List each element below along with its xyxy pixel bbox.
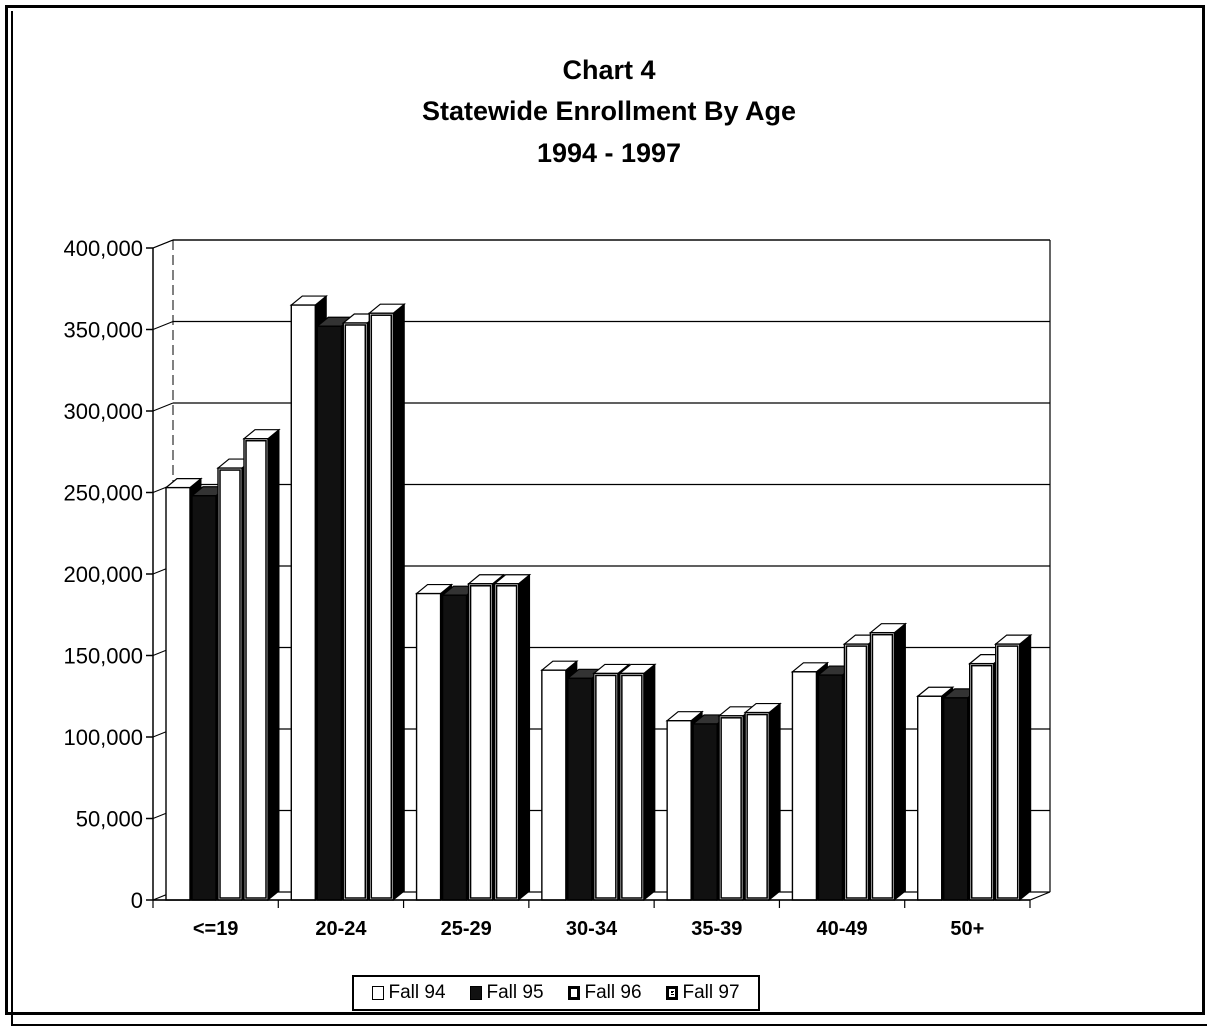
legend-label-fall-94: Fall 94 [388, 982, 446, 1003]
bar [567, 677, 593, 901]
chart-legend: Fall 94 Fall 95 Fall 96 Fall 97 [352, 975, 760, 1011]
legend-swatch-fall-96 [568, 986, 581, 1000]
bar [692, 723, 718, 901]
legend-item-fall-95: Fall 95 [470, 982, 544, 1004]
y-tick-label: 100,000 [63, 725, 143, 750]
bar [316, 325, 342, 901]
bar [969, 662, 995, 901]
bar-inner-edge [845, 645, 868, 899]
bar-inner-edge [746, 713, 768, 899]
y-tick-label: 350,000 [63, 318, 143, 343]
bar [541, 669, 567, 901]
gridline-side [152, 321, 174, 330]
bar [817, 674, 844, 901]
legend-label-fall-95: Fall 95 [486, 982, 544, 1003]
chart-title-line-3: 1994 - 1997 [536, 138, 682, 168]
legend-swatch-fall-95 [470, 986, 483, 1000]
legend-label-fall-96: Fall 96 [584, 982, 642, 1003]
side-wall-top [152, 239, 174, 249]
bar [342, 322, 368, 901]
legend-item-fall-94: Fall 94 [372, 982, 446, 1004]
bar [869, 631, 896, 901]
gridline-side [152, 402, 174, 412]
bar [744, 711, 770, 901]
bar [718, 715, 744, 901]
y-tick-label: 150,000 [63, 644, 143, 669]
bar [791, 671, 818, 901]
x-tick-label: 20-24 [315, 918, 367, 940]
chart-title-line-1: Chart 4 [562, 55, 656, 85]
bar [165, 486, 191, 901]
bar-side [768, 702, 781, 902]
legend-swatch-fall-94 [372, 986, 385, 1000]
y-tick-label: 250,000 [63, 481, 143, 506]
bar-inner-edge [219, 469, 241, 899]
bar [619, 672, 645, 901]
bar [243, 438, 269, 901]
bar [943, 697, 969, 901]
y-tick-label: 0 [131, 888, 143, 913]
bar-side [392, 303, 405, 902]
bar-inner-edge [970, 664, 993, 899]
bar-inner-edge [245, 439, 267, 899]
bar [843, 643, 870, 901]
bar-inner-edge [621, 674, 643, 899]
chart-frame [5, 5, 1205, 1015]
bar-inner-edge [469, 585, 492, 899]
bar-inner-edge [495, 585, 518, 899]
bar-inner-edge [720, 717, 742, 899]
legend-label-fall-97: Fall 97 [682, 982, 740, 1003]
bar [493, 583, 520, 901]
bar-inner-edge [595, 674, 617, 899]
bar-side [643, 663, 656, 902]
x-tick-label: 25-29 [441, 918, 492, 940]
y-tick-label: 400,000 [63, 236, 143, 261]
y-tick-label: 50,000 [76, 807, 143, 832]
x-tick-label: 50+ [950, 918, 984, 940]
x-tick-label: <=19 [193, 918, 239, 940]
bar [917, 695, 943, 901]
x-tick-label: 30-34 [566, 918, 618, 940]
x-tick-label: 35-39 [691, 918, 742, 940]
bar-inner-edge [871, 633, 894, 899]
bar [666, 720, 692, 901]
bar [467, 583, 494, 901]
legend-swatch-fall-97 [666, 986, 679, 1000]
bar [191, 495, 217, 901]
bar-side [267, 428, 280, 902]
bar [368, 312, 394, 901]
bar-side [518, 573, 531, 902]
bar-side [893, 622, 906, 902]
bar [415, 592, 442, 901]
x-tick-label: 40-49 [816, 918, 867, 940]
y-tick-label: 300,000 [63, 399, 143, 424]
bar [593, 672, 619, 901]
bar-inner-edge [370, 314, 393, 899]
bar-inner-edge [344, 324, 367, 899]
legend-item-fall-96: Fall 96 [568, 982, 642, 1004]
bar [217, 467, 243, 901]
bar-side [1019, 634, 1032, 902]
y-tick-label: 200,000 [63, 562, 143, 587]
bar [290, 304, 316, 901]
bar-inner-edge [996, 645, 1019, 899]
legend-item-fall-97: Fall 97 [666, 982, 740, 1004]
bar [995, 643, 1021, 901]
bar [441, 594, 468, 901]
chart-title-line-2: Statewide Enrollment By Age [421, 96, 797, 126]
chart-frame-shadow [11, 11, 1207, 1026]
